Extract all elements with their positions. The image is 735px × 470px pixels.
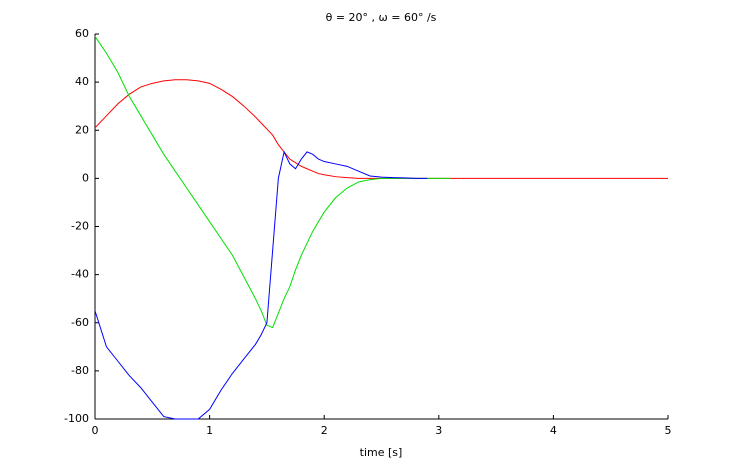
y-tick-label: -20: [71, 220, 89, 233]
x-tick-label: 5: [665, 424, 672, 437]
line-series: [94, 79, 668, 179]
y-tick-label: -80: [71, 364, 89, 377]
line-series: [94, 150, 428, 420]
x-tick-label: 0: [92, 424, 99, 437]
x-tick-label: 2: [321, 424, 328, 437]
x-tick-label: 1: [206, 424, 213, 437]
y-tick-label: 40: [75, 75, 89, 88]
chart-title: θ = 20° , ω = 60° /s: [326, 11, 437, 24]
y-tick-label: -100: [64, 412, 89, 425]
y-tick-label: 0: [82, 171, 89, 184]
y-tick-label: -60: [71, 316, 89, 329]
x-axis-label: time [s]: [360, 446, 403, 459]
x-tick-label: 4: [550, 424, 557, 437]
x-tick-label: 3: [435, 424, 442, 437]
line-series: [94, 36, 451, 329]
y-tick-label: 20: [75, 123, 89, 136]
y-tick-label: 60: [75, 27, 89, 40]
y-tick-label: -40: [71, 268, 89, 281]
